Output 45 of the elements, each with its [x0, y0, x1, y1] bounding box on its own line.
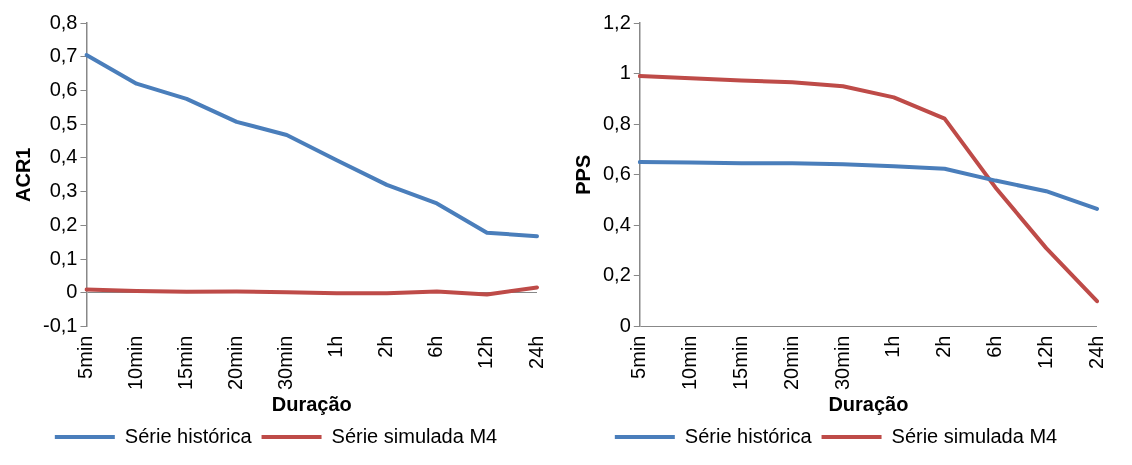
x-axis-title: Duração [271, 392, 352, 415]
y-tick-label: 0,8 [602, 111, 631, 134]
x-tick-label: 2h [374, 335, 397, 358]
x-tick-label: 30min [274, 335, 297, 391]
y-tick-label: 0,4 [49, 145, 78, 168]
x-tick-label: 1h [881, 335, 904, 358]
legend-label: Série histórica [684, 424, 813, 447]
y-tick-label: 0,2 [49, 212, 78, 235]
x-tick-label: 1h [324, 335, 347, 358]
y-tick-label: 0 [66, 280, 78, 303]
x-tick-label: 5min [627, 335, 650, 379]
y-tick-label: 0,6 [602, 162, 631, 185]
y-tick-label: 1,2 [602, 10, 631, 33]
y-tick-label: 0,8 [49, 10, 78, 33]
x-tick-label: 10min [124, 335, 147, 391]
y-axis-title: ACR1 [11, 147, 34, 202]
x-tick-label: 20min [779, 335, 802, 391]
y-tick-label: 0 [619, 314, 631, 337]
x-tick-label: 6h [424, 335, 447, 358]
y-tick-label: 0,1 [49, 246, 78, 269]
legend-label: Série histórica [124, 424, 253, 447]
x-tick-label: 5min [73, 335, 96, 379]
x-tick-label: 15min [174, 335, 197, 391]
y-tick-label: 0,3 [49, 179, 78, 202]
x-tick-label: 12h [474, 335, 497, 369]
x-tick-label: 24h [1084, 335, 1107, 369]
y-tick-label: -0,1 [42, 314, 78, 337]
y-tick-label: 0,2 [602, 263, 631, 286]
x-tick-label: 6h [982, 335, 1005, 358]
y-tick-label: 0,5 [49, 111, 78, 134]
x-tick-label: 10min [678, 335, 701, 391]
x-axis-title: Duração [828, 392, 909, 415]
x-tick-label: 24h [524, 335, 547, 369]
x-tick-label: 2h [932, 335, 955, 358]
legend-label: Série simulada M4 [331, 424, 498, 447]
x-tick-label: 20min [224, 335, 247, 391]
x-tick-label: 15min [728, 335, 751, 391]
x-tick-label: 30min [830, 335, 853, 391]
legend-label: Série simulada M4 [891, 424, 1058, 447]
x-tick-label: 12h [1033, 335, 1056, 369]
y-tick-label: 0,4 [602, 212, 631, 235]
y-axis-title: PPS [571, 154, 594, 195]
y-tick-label: 0,7 [49, 44, 78, 67]
y-tick-label: 0,6 [49, 77, 78, 100]
y-tick-label: 1 [619, 61, 631, 84]
